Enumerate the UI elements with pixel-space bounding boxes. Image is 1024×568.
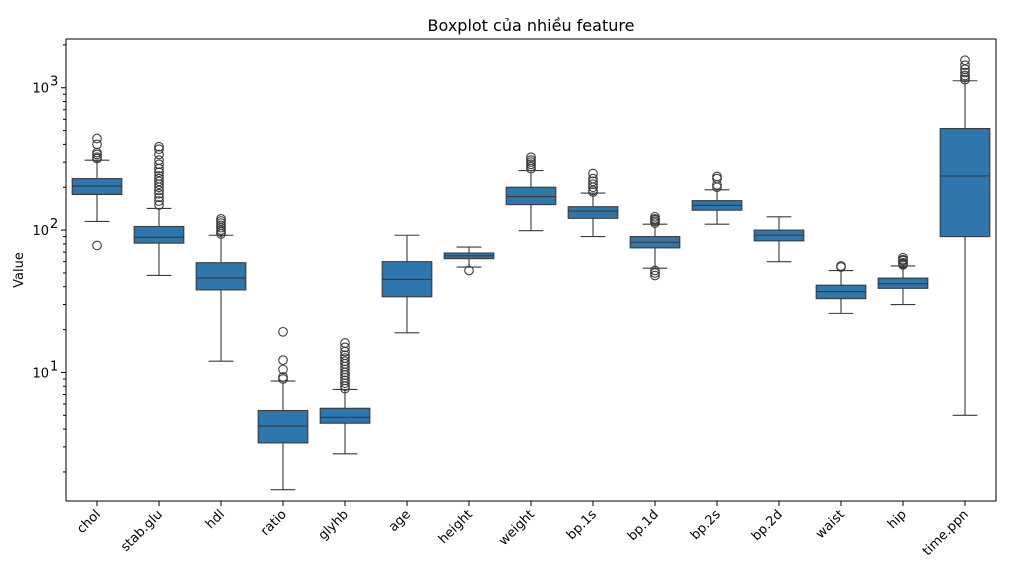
outlier-point bbox=[154, 159, 164, 170]
chart-title: Boxplot của nhiều feature bbox=[428, 16, 635, 35]
outlier-point bbox=[216, 220, 226, 231]
x-tick-label: waist bbox=[813, 507, 848, 542]
iqr-box bbox=[195, 262, 247, 291]
outlier-point bbox=[154, 188, 164, 199]
y-tick-exponent: 2 bbox=[50, 217, 58, 232]
box-bp-2d bbox=[753, 216, 805, 263]
outlier-point bbox=[464, 265, 474, 276]
outlier-point bbox=[340, 375, 350, 386]
outlier-point bbox=[526, 155, 536, 165]
box-waist bbox=[815, 261, 867, 314]
outlier-point bbox=[154, 149, 164, 160]
box-chol bbox=[71, 133, 123, 251]
outlier-point bbox=[340, 338, 350, 348]
outlier-point bbox=[898, 252, 908, 263]
outlier-point bbox=[154, 196, 164, 206]
box-ratio bbox=[257, 326, 309, 491]
x-tick-label: hdl bbox=[203, 507, 228, 532]
iqr-box bbox=[939, 127, 991, 238]
x-tick-label: bp.1s bbox=[564, 507, 600, 543]
outlier-point bbox=[340, 356, 350, 367]
outlier-point bbox=[92, 139, 102, 150]
box-hdl bbox=[195, 213, 247, 362]
box-height bbox=[443, 246, 495, 276]
x-tick-label: bp.2s bbox=[688, 507, 724, 543]
iqr-box bbox=[133, 225, 185, 244]
outlier-point bbox=[278, 372, 288, 382]
outlier-point bbox=[278, 355, 288, 366]
outlier-point bbox=[154, 192, 164, 203]
outlier-point bbox=[278, 364, 288, 375]
outlier-point bbox=[650, 268, 660, 278]
outlier-point bbox=[960, 67, 970, 78]
outlier-point bbox=[712, 171, 722, 182]
y-tick-label: 10 bbox=[32, 82, 49, 97]
iqr-box bbox=[505, 186, 557, 206]
box-time-ppn bbox=[939, 55, 991, 416]
y-tick-label: 10 bbox=[32, 224, 49, 239]
outlier-point bbox=[340, 353, 350, 364]
x-tick-label: stab.glu bbox=[118, 507, 166, 555]
x-tick-label: time.ppn bbox=[920, 507, 972, 559]
outlier-point bbox=[588, 173, 598, 184]
outlier-point bbox=[836, 261, 846, 271]
outlier-point bbox=[650, 211, 660, 222]
outlier-point bbox=[154, 171, 164, 181]
y-tick-exponent: 3 bbox=[50, 75, 58, 90]
outlier-point bbox=[588, 179, 598, 190]
box-bp-1s bbox=[567, 168, 619, 238]
x-tick-label: chol bbox=[74, 507, 104, 537]
iqr-box bbox=[319, 407, 371, 424]
x-axis: chol stab.glu hdl ratio glyhb age height weight… bbox=[74, 501, 972, 559]
x-tick-label: weight bbox=[496, 507, 538, 549]
y-tick-label: 10 bbox=[32, 366, 49, 381]
outlier-point bbox=[650, 270, 660, 281]
x-tick-label: bp.2d bbox=[749, 507, 786, 544]
box-bp-2s bbox=[691, 171, 743, 225]
outlier-point bbox=[340, 350, 350, 361]
x-tick-label: height bbox=[436, 507, 476, 547]
outlier-point bbox=[154, 167, 164, 178]
boxes-layer bbox=[71, 55, 991, 491]
y-axis-label: Value bbox=[12, 252, 27, 288]
outlier-point bbox=[526, 152, 536, 163]
x-tick-label: glyhb bbox=[316, 507, 352, 543]
outlier-point bbox=[588, 168, 598, 179]
box-bp-1d bbox=[629, 211, 681, 281]
outlier-point bbox=[216, 213, 226, 224]
x-tick-label: bp.1d bbox=[625, 507, 662, 544]
outlier-point bbox=[154, 155, 164, 165]
box-hip bbox=[877, 252, 929, 306]
box-age bbox=[381, 234, 433, 334]
x-tick-label: age bbox=[386, 507, 414, 535]
box-weight bbox=[505, 152, 557, 232]
outlier-point bbox=[154, 200, 164, 210]
outlier-point bbox=[154, 173, 164, 184]
outlier-point bbox=[92, 133, 102, 144]
outlier-point bbox=[960, 60, 970, 71]
outlier-point bbox=[588, 176, 598, 187]
box-stab-glu bbox=[133, 141, 185, 277]
outlier-point bbox=[278, 326, 288, 337]
iqr-box bbox=[567, 206, 619, 219]
outlier-point bbox=[960, 70, 970, 81]
y-tick-exponent: 1 bbox=[50, 359, 58, 374]
outlier-point bbox=[340, 342, 350, 353]
outlier-point bbox=[92, 152, 102, 163]
x-tick-label: ratio bbox=[258, 507, 290, 539]
box-glyhb bbox=[319, 338, 371, 455]
outlier-point bbox=[216, 225, 226, 235]
outlier-point bbox=[154, 141, 164, 152]
outlier-point bbox=[92, 240, 102, 251]
outlier-point bbox=[960, 55, 970, 66]
outlier-point bbox=[650, 265, 660, 276]
x-tick-label: hip bbox=[885, 507, 910, 532]
outlier-point bbox=[712, 173, 722, 184]
iqr-box bbox=[257, 409, 309, 444]
outlier-point bbox=[154, 144, 164, 155]
